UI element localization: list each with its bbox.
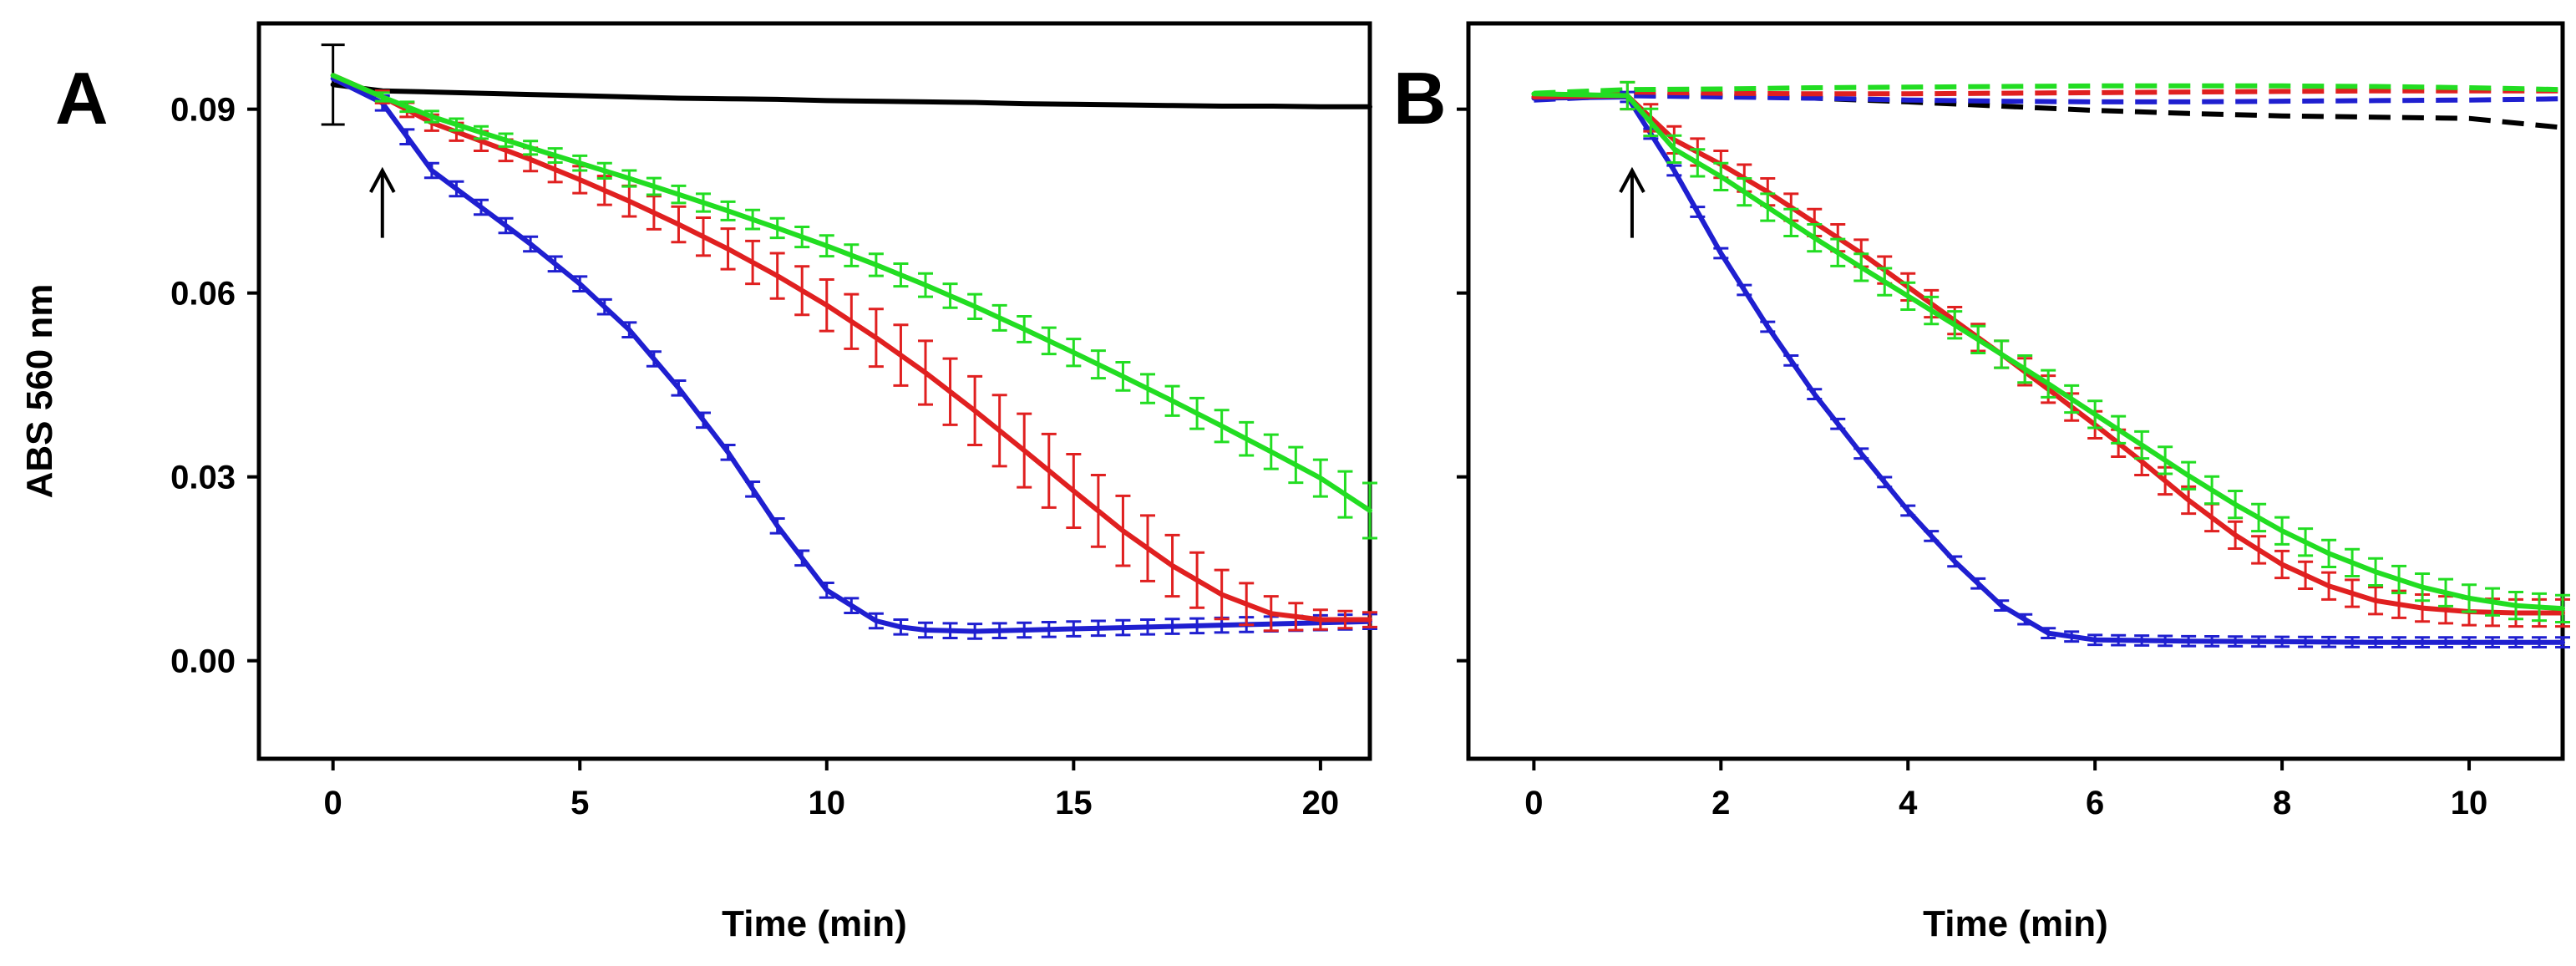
panel-b-x-tick-label: 10 — [2451, 785, 2488, 821]
panel-a-y-axis-label: ABS 560 nm — [19, 284, 60, 499]
panel-a: A ABS 560 nm Time (min) 0 5 10 15 20 0.00 0.03… — [19, 21, 1377, 944]
panel-a-series-red — [330, 73, 1377, 633]
panel-b-series-green-dashed — [1534, 83, 2563, 96]
panel-b-series-green — [1531, 80, 2570, 623]
panel-b-series-red-dashed — [1534, 88, 2563, 99]
panel-b-x-axis-label: Time (min) — [1923, 903, 2108, 944]
panel-b-series-blue — [1531, 90, 2570, 649]
panel-a-series-black — [321, 43, 1372, 126]
panel-a-arrow-head — [369, 166, 396, 193]
panel-a-series-green — [330, 73, 1377, 540]
panel-b-arrow-head — [1619, 166, 1645, 193]
panel-a-frame — [256, 21, 1372, 761]
panel-b-series-red-dashed-line — [1534, 88, 2563, 99]
panel-a-x-tick-label: 0 — [324, 785, 342, 821]
panel-a-arrow-annotation — [369, 166, 396, 238]
panel-b: B Time (min) 0 2 4 6 8 10 — [1393, 21, 2570, 944]
panel-a-series-black-line — [330, 82, 1372, 109]
panel-b-series-green-dashed-line — [1534, 83, 2563, 96]
panel-b-arrow-annotation — [1619, 166, 1645, 238]
panel-b-x-tick-label: 8 — [2273, 785, 2291, 821]
panel-b-series-red — [1531, 80, 2570, 628]
panel-a-plot-area — [321, 43, 1377, 640]
panel-a-series-blue — [330, 76, 1377, 640]
panel-a-series-blue-line — [330, 76, 1372, 634]
panel-b-x-tick-label: 2 — [1711, 785, 1730, 821]
panel-b-series-red-line — [1531, 93, 2565, 616]
panel-b-frame — [1466, 21, 2565, 761]
panel-b-letter: B — [1393, 57, 1447, 140]
panel-a-ticks: 0 5 10 15 20 0.00 0.03 0.06 0.09 — [170, 92, 1339, 821]
panel-a-x-tick-label: 10 — [809, 785, 846, 821]
panel-a-y-tick-label: 0.09 — [170, 92, 236, 129]
panel-b-plot-area — [1531, 80, 2570, 649]
panel-b-series-blue-dashed-line — [1534, 93, 2563, 104]
panel-a-y-tick-label: 0.00 — [170, 643, 236, 680]
panel-a-letter: A — [55, 57, 109, 140]
panel-a-x-tick-label: 15 — [1055, 785, 1093, 821]
panel-a-y-tick-label: 0.06 — [170, 276, 236, 313]
panel-b-x-tick-label: 6 — [2086, 785, 2104, 821]
panel-a-x-axis-label: Time (min) — [722, 903, 907, 944]
panel-b-ticks: 0 2 4 6 8 10 — [1457, 107, 2488, 821]
panel-a-x-tick-label: 20 — [1302, 785, 1340, 821]
panel-b-series-green-line — [1531, 91, 2565, 612]
panel-b-x-tick-label: 0 — [1524, 785, 1543, 821]
panel-a-y-tick-label: 0.03 — [170, 460, 236, 496]
panel-a-x-tick-label: 5 — [570, 785, 589, 821]
panel-b-x-tick-label: 4 — [1899, 785, 1918, 821]
panel-b-series-blue-dashed — [1534, 93, 2563, 104]
